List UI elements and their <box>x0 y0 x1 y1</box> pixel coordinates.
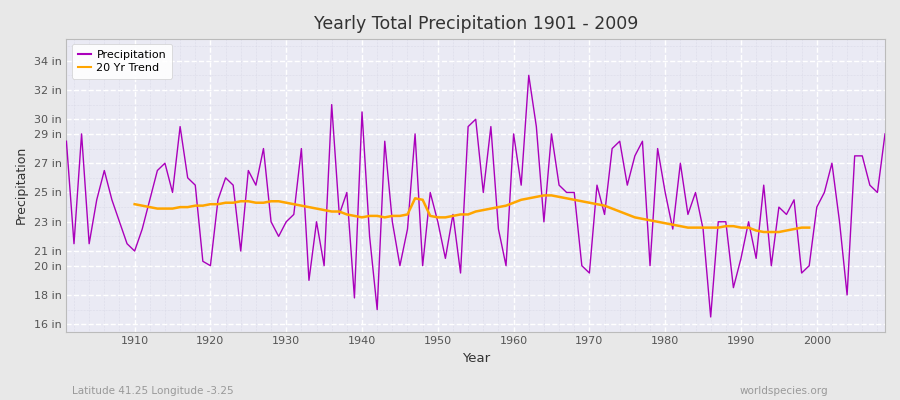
Text: Latitude 41.25 Longitude -3.25: Latitude 41.25 Longitude -3.25 <box>72 386 234 396</box>
Y-axis label: Precipitation: Precipitation <box>15 146 28 224</box>
Title: Yearly Total Precipitation 1901 - 2009: Yearly Total Precipitation 1901 - 2009 <box>313 15 638 33</box>
X-axis label: Year: Year <box>462 352 490 365</box>
Text: worldspecies.org: worldspecies.org <box>740 386 828 396</box>
Legend: Precipitation, 20 Yr Trend: Precipitation, 20 Yr Trend <box>72 44 172 79</box>
